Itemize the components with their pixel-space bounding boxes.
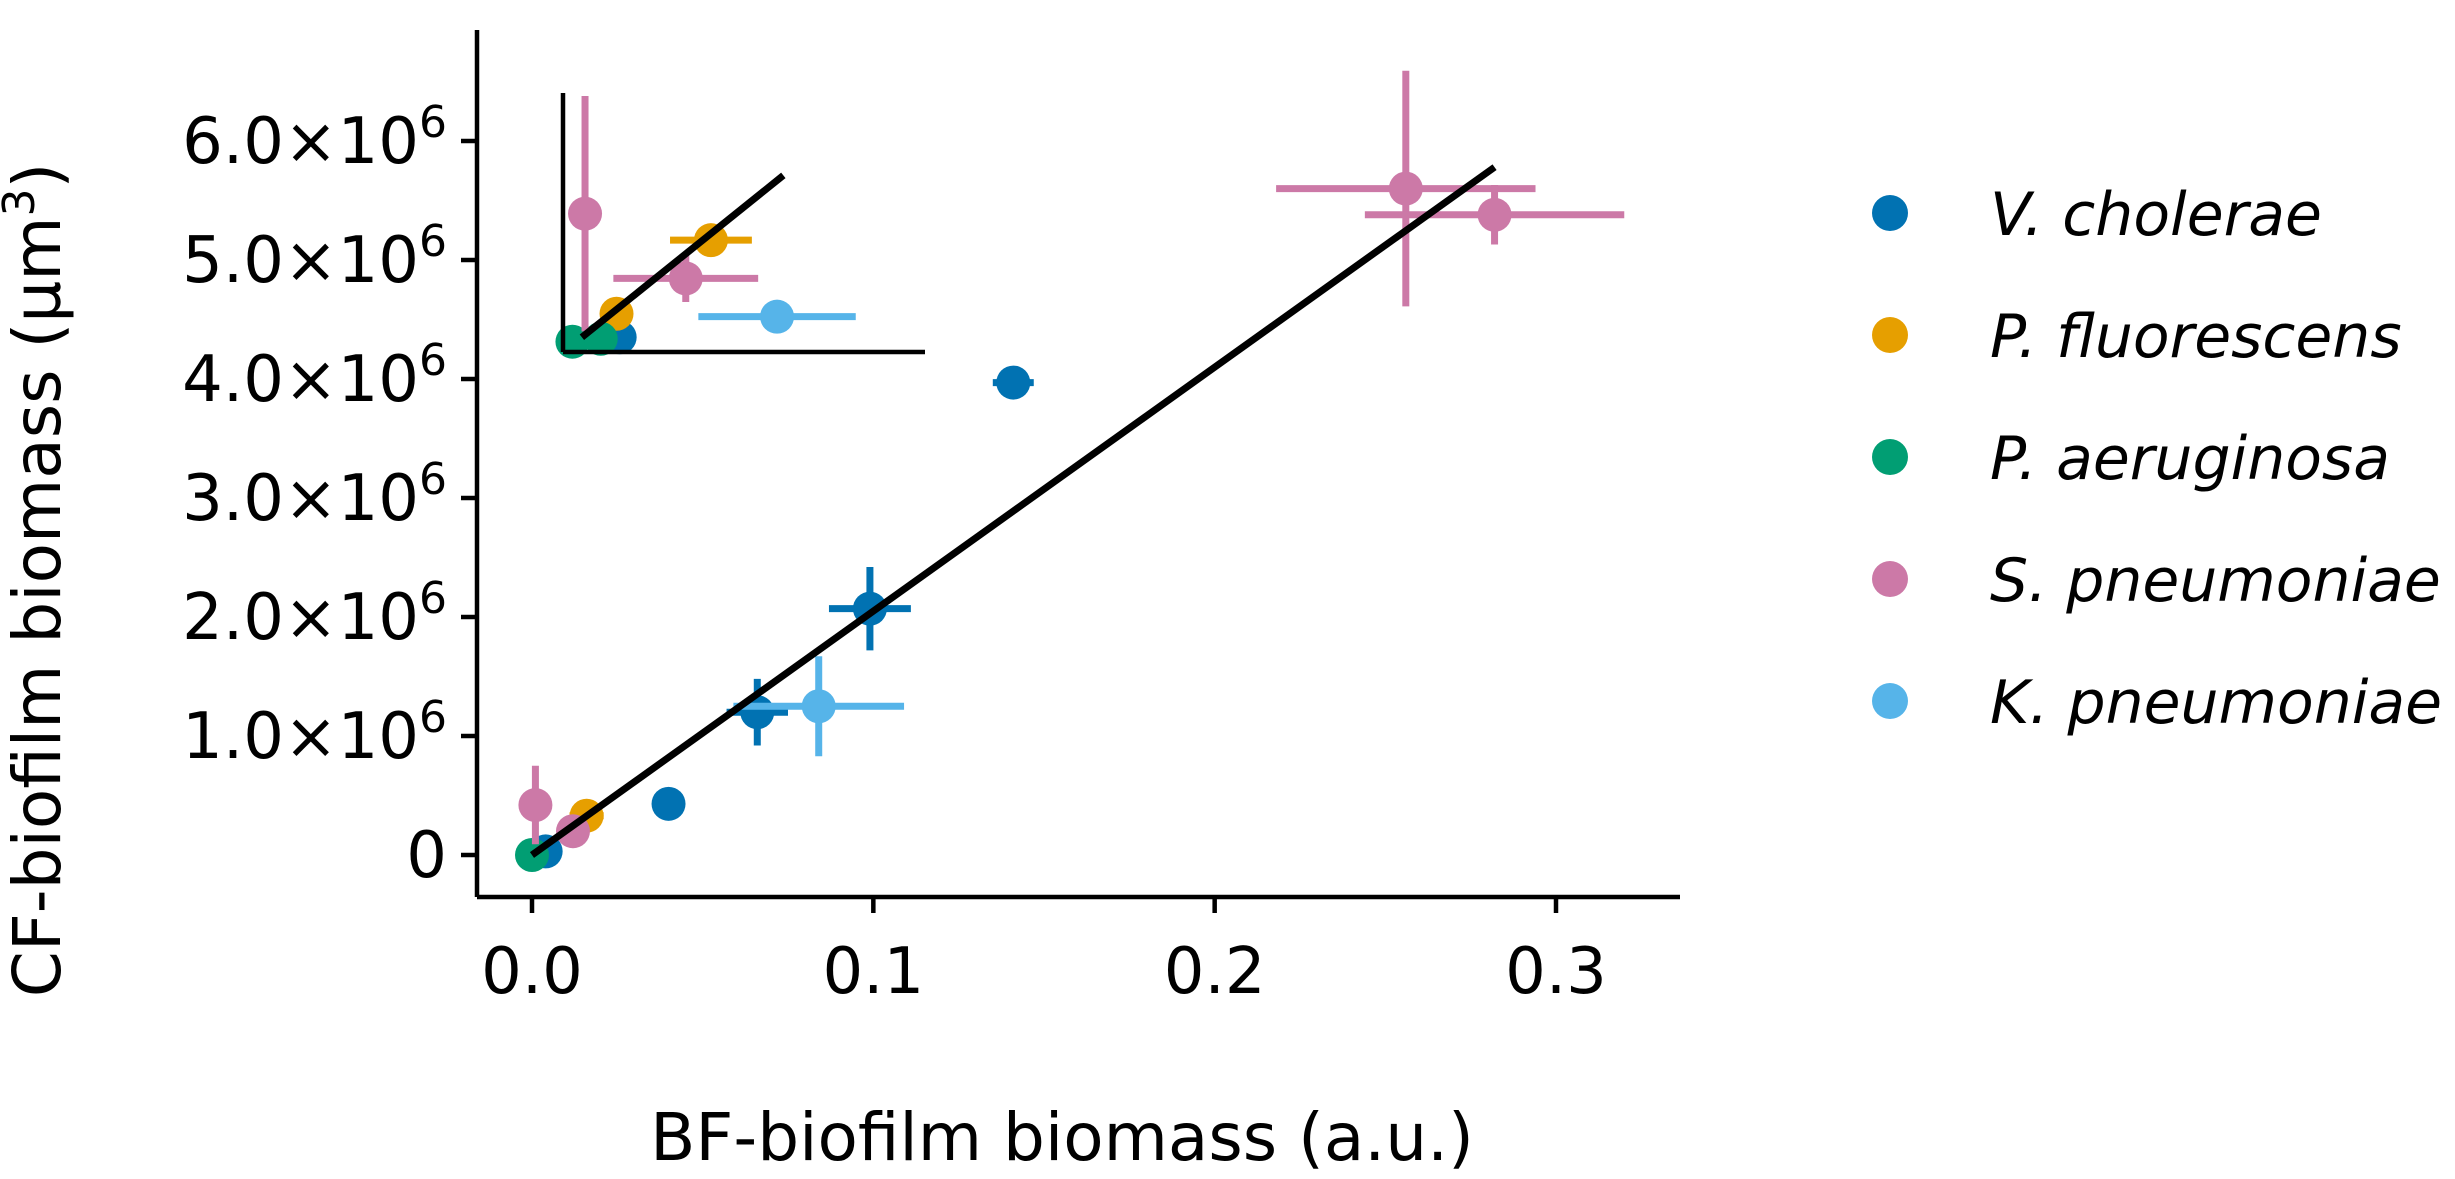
inset-point-k-pneumoniae <box>760 299 795 334</box>
y-tick-label: 3.0×106 <box>182 454 447 536</box>
inset-point-s-pneumoniae <box>568 196 603 231</box>
y-tick-label: 6.0×106 <box>182 97 447 179</box>
x-tick-label: 0.2 <box>1164 935 1266 1009</box>
legend-marker-s-pneumoniae <box>1872 561 1908 597</box>
y-tick-label: 1.0×106 <box>182 692 447 774</box>
x-tick-label: 0.3 <box>1505 935 1607 1009</box>
inset-point-s-pneumoniae <box>668 261 703 296</box>
y-axis-title-close: ) <box>0 163 76 189</box>
y-tick-label: 2.0×106 <box>182 573 447 655</box>
legend-marker-k-pneumoniae <box>1872 683 1908 719</box>
point-k-pneumoniae <box>801 689 836 724</box>
legend-label-k-pneumoniae: K. pneumoniae <box>1990 668 2442 738</box>
legend-label-p-aeruginosa: P. aeruginosa <box>1990 424 2390 494</box>
point-s-pneumoniae <box>518 788 553 823</box>
x-axis-title: BF-biofilm biomass (a.u.) <box>650 1099 1474 1176</box>
legend-label-v-cholerae: V. cholerae <box>1990 180 2322 250</box>
y-axis-title-superscript: 3 <box>0 188 45 216</box>
legend-marker-p-aeruginosa <box>1872 439 1908 475</box>
inset-point-p-fluorescens <box>693 223 728 258</box>
inset-fit-line <box>579 172 786 341</box>
point-v-cholerae <box>651 786 686 821</box>
y-tick-label: 4.0×106 <box>182 335 447 417</box>
legend-marker-v-cholerae <box>1872 195 1908 231</box>
y-axis-title-text: CF-biofilm biomass (µm <box>0 216 76 997</box>
fit-line <box>529 164 1497 858</box>
point-s-pneumoniae <box>1477 197 1512 232</box>
y-axis-title: CF-biofilm biomass (µm3) <box>0 163 76 998</box>
y-tick-label: 0 <box>406 819 447 893</box>
main-plot-area <box>515 70 1625 872</box>
legend-label-s-pneumoniae: S. pneumoniae <box>1990 546 2441 616</box>
point-v-cholerae <box>996 365 1031 400</box>
y-tick-label: 5.0×106 <box>182 216 447 298</box>
legend-label-p-fluorescens: P. fluorescens <box>1990 302 2402 372</box>
x-tick-label: 0.1 <box>822 935 924 1009</box>
point-s-pneumoniae <box>1388 171 1423 206</box>
x-tick-label: 0.0 <box>481 935 583 1009</box>
legend: V. cholerae P. fluorescens P. aeruginosa S.… <box>1872 180 2442 738</box>
inset-plot-area <box>555 93 925 359</box>
axes: 0.0 0.1 0.2 0.3 0 1.0×106 2.0×106 3.0×106 4.0×10… <box>182 30 1680 1009</box>
legend-marker-p-fluorescens <box>1872 317 1908 353</box>
